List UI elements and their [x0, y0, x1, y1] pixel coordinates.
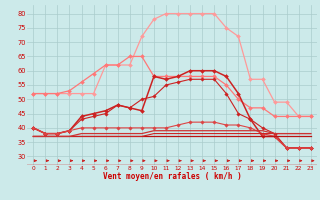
X-axis label: Vent moyen/en rafales ( km/h ): Vent moyen/en rafales ( km/h ) [103, 172, 241, 181]
